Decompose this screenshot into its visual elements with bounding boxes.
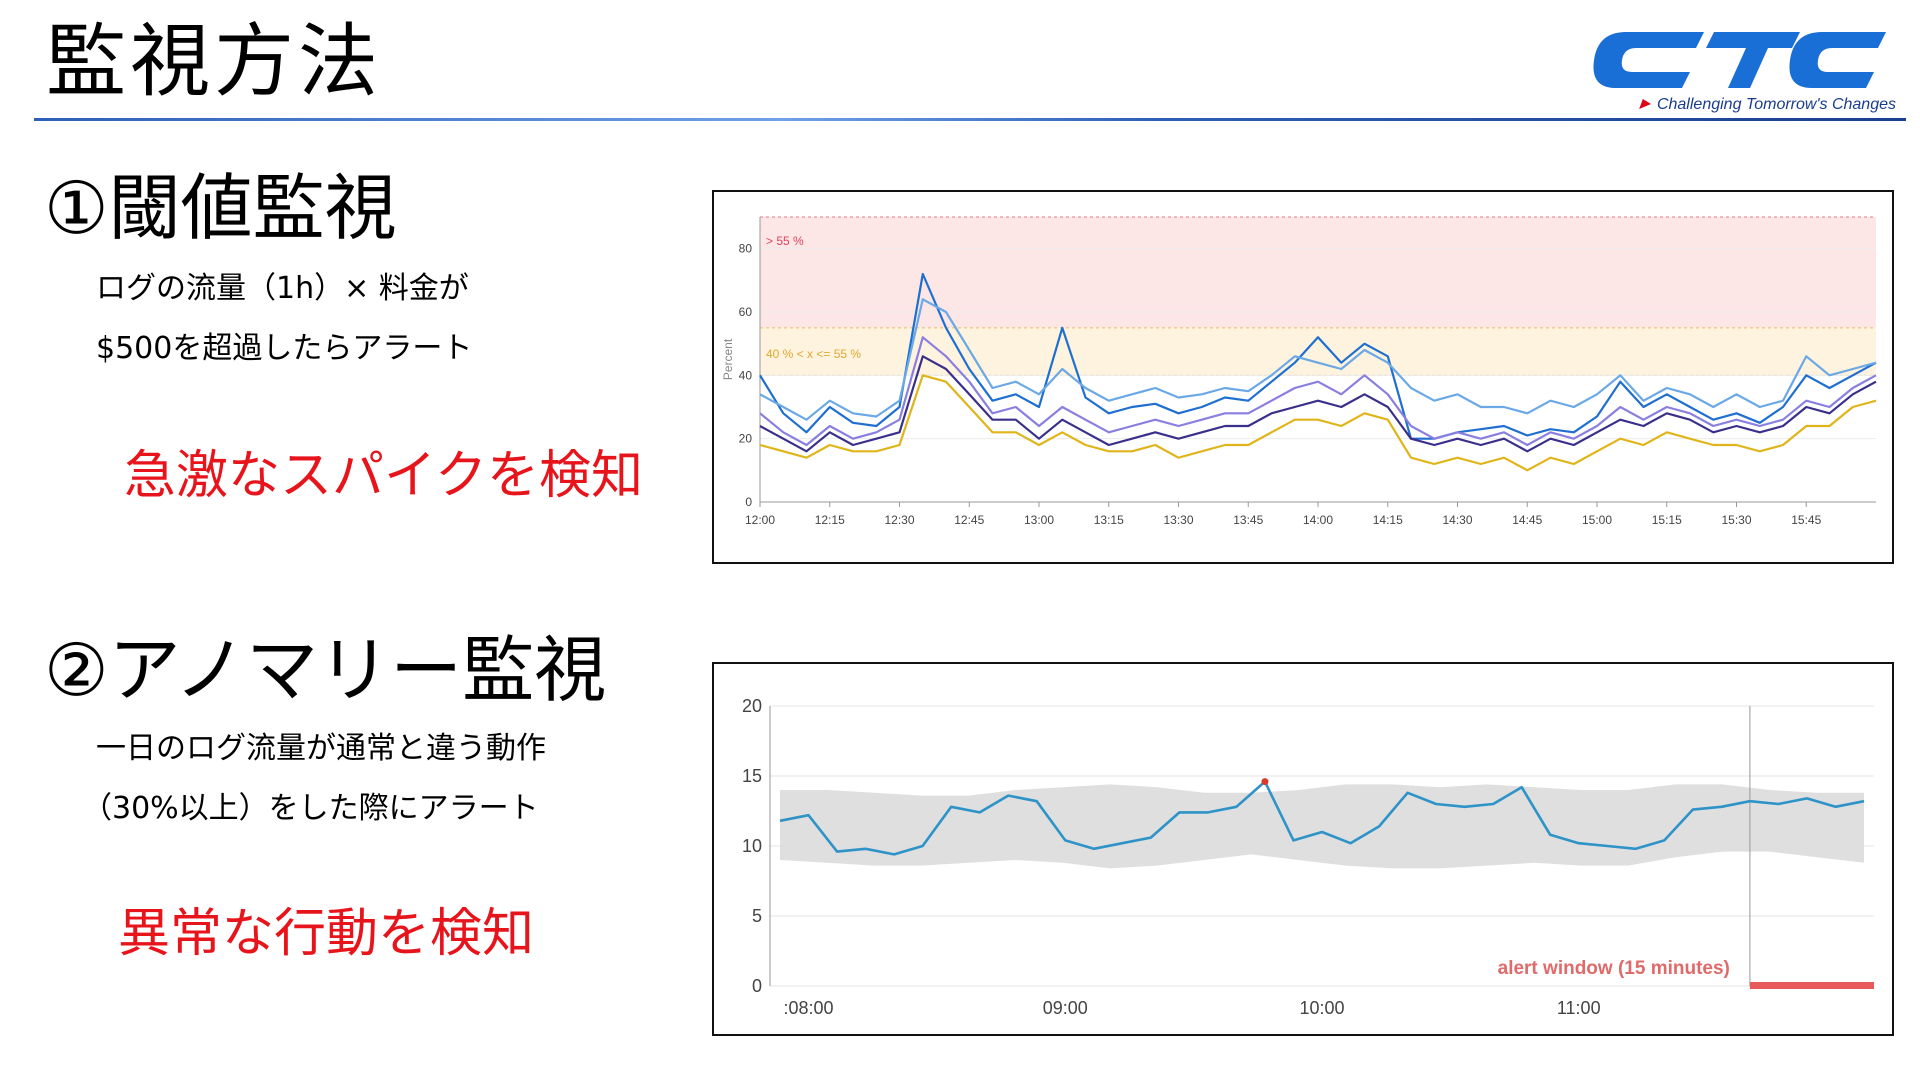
- series-line: [779, 780, 1865, 856]
- x-tick-label: 12:45: [954, 513, 984, 527]
- series-line: [759, 355, 1877, 453]
- section2-desc-line2: （30%以上）をした際にアラート: [82, 791, 539, 826]
- x-tick-label: 15:30: [1721, 513, 1751, 527]
- x-tick-label: 13:45: [1233, 513, 1263, 527]
- section1-heading: ①閾値監視: [44, 166, 397, 250]
- threshold-label: 40 % < x <= 55 %: [766, 347, 861, 361]
- anomaly-chart: 0 5 10 15 20 :08:00 09:00 10:00 11:00 alert windo…: [712, 662, 1894, 1036]
- alert-window-label: alert window (15 minutes): [1498, 958, 1730, 979]
- series-line: [759, 272, 1877, 440]
- x-tick-label: 14:30: [1442, 513, 1472, 527]
- x-tick-label: 15:00: [1582, 513, 1612, 527]
- title-underline: [34, 118, 1906, 121]
- section1-desc-line2: $500を超過したらアラート: [96, 331, 473, 366]
- x-tick-label: 13:30: [1163, 513, 1193, 527]
- y-tick-label: 20: [739, 432, 753, 446]
- y-tick-label: 40: [739, 368, 753, 382]
- x-tick-label: 12:15: [815, 513, 845, 527]
- y-tick-label: 80: [739, 242, 753, 256]
- ctc-logo-icon: [1593, 32, 1886, 88]
- y-tick-label: 0: [745, 495, 752, 509]
- x-tick-label: 14:00: [1303, 513, 1333, 527]
- alert-window-bar: [1749, 982, 1874, 989]
- y-axis-label: Percent: [721, 338, 735, 380]
- threshold-band: [760, 327, 1876, 376]
- y-tick-label: 5: [752, 906, 762, 926]
- section2-heading: ②アノマリー監視: [44, 628, 607, 712]
- anomaly-chart-svg: 0 5 10 15 20 :08:00 09:00 10:00 11:00 alert windo…: [742, 696, 1874, 1018]
- threshold-label: > 55 %: [766, 234, 804, 248]
- y-tick-label: 0: [752, 976, 762, 996]
- x-tick-label: :08:00: [784, 998, 834, 1018]
- section1-desc-line1: ログの流量（1h）× 料金が: [96, 271, 469, 306]
- logo-tagline: Challenging Tomorrow's Changes: [1641, 96, 1896, 114]
- y-tick-label: 60: [739, 305, 753, 319]
- x-tick-label: 14:45: [1512, 513, 1542, 527]
- x-tick-label: 13:15: [1094, 513, 1124, 527]
- section2-desc-line1: 一日のログ流量が通常と違う動作: [96, 731, 546, 766]
- threshold-chart-svg: > 55 % 40 % < x <= 55 % 0 20 40 60 80 Percent 12…: [721, 216, 1877, 527]
- x-tick-label: 10:00: [1299, 998, 1344, 1018]
- threshold-chart: > 55 % 40 % < x <= 55 % 0 20 40 60 80 Percent 12…: [712, 190, 1894, 564]
- x-tick-label: 12:30: [884, 513, 914, 527]
- company-logo: Challenging Tomorrow's Changes: [1530, 28, 1910, 118]
- section1-highlight: 急激なスパイクを検知: [124, 446, 643, 506]
- x-tick-label: 12:00: [745, 513, 775, 527]
- x-tick-label: 09:00: [1043, 998, 1088, 1018]
- y-tick-label: 10: [742, 836, 762, 856]
- series-line: [759, 298, 1877, 421]
- anomaly-point: [1261, 778, 1269, 786]
- x-tick-label: 13:00: [1024, 513, 1054, 527]
- section2-highlight: 異常な行動を検知: [118, 904, 535, 964]
- threshold-band: [760, 217, 1876, 328]
- y-tick-label: 15: [742, 766, 762, 786]
- expected-band: [780, 784, 1864, 869]
- x-tick-label: 14:15: [1373, 513, 1403, 527]
- x-tick-label: 15:15: [1652, 513, 1682, 527]
- x-tick-label: 11:00: [1557, 998, 1601, 1018]
- series-line: [759, 374, 1877, 472]
- page-title: 監視方法: [46, 15, 382, 108]
- series-line: [759, 336, 1877, 447]
- x-tick-label: 15:45: [1791, 513, 1821, 527]
- y-tick-label: 20: [742, 696, 762, 716]
